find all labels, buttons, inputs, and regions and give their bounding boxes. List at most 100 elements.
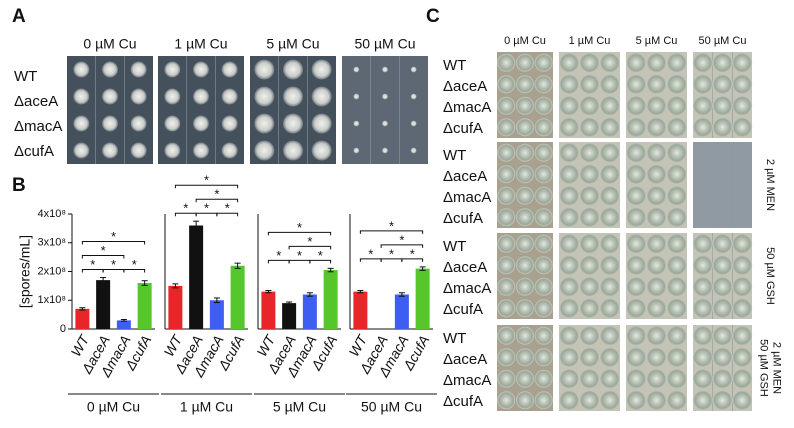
row-label: ΔcufA xyxy=(443,393,483,410)
colony xyxy=(646,52,667,73)
condition-label: 2 µM MEN xyxy=(771,342,783,394)
colony xyxy=(626,347,647,368)
colony xyxy=(666,185,687,206)
significance-star: * xyxy=(276,248,281,263)
panel-title: 50 µM Cu xyxy=(361,399,422,415)
colony xyxy=(626,298,647,319)
colony xyxy=(599,325,620,346)
error-bar xyxy=(234,262,241,269)
colony xyxy=(73,115,90,132)
bar xyxy=(353,291,368,329)
colony xyxy=(559,347,580,368)
colony xyxy=(497,299,516,318)
row-label: ΔmacA xyxy=(443,372,491,389)
colony xyxy=(534,53,553,72)
colony xyxy=(534,186,553,205)
colony xyxy=(516,165,534,184)
colony xyxy=(579,185,600,206)
colony xyxy=(692,52,713,73)
significance-star: * xyxy=(204,201,209,216)
colony xyxy=(692,255,713,276)
bar xyxy=(116,320,131,329)
bar xyxy=(137,283,152,329)
colony xyxy=(692,368,713,389)
colony xyxy=(130,61,147,78)
colony xyxy=(666,325,687,346)
colony xyxy=(646,390,667,411)
y-tick-label: 4x10⁸ xyxy=(38,208,67,220)
colony xyxy=(579,347,600,368)
colony xyxy=(516,326,534,345)
colony xyxy=(579,74,600,95)
colony xyxy=(646,207,667,228)
bar xyxy=(75,308,90,329)
colony xyxy=(646,255,667,276)
colony xyxy=(626,117,647,138)
colony xyxy=(666,142,687,163)
colony xyxy=(712,298,733,319)
colony xyxy=(73,88,90,105)
colony xyxy=(579,390,600,411)
colony xyxy=(732,276,753,297)
row-label: WT xyxy=(14,68,37,85)
row-label: WT xyxy=(443,238,466,255)
colony xyxy=(353,93,360,100)
significance-bracket xyxy=(309,259,332,264)
column-header: 5 µM Cu xyxy=(266,36,319,52)
significance-star: * xyxy=(399,232,404,247)
colony xyxy=(534,234,553,253)
colony xyxy=(497,277,516,296)
colony xyxy=(692,390,713,411)
colony xyxy=(353,66,360,73)
bar xyxy=(189,225,204,329)
colony xyxy=(559,368,580,389)
plate-photo xyxy=(497,325,553,411)
significance-bracket xyxy=(267,231,332,236)
colony xyxy=(626,325,647,346)
colony xyxy=(712,347,733,368)
bar xyxy=(394,294,409,329)
colony xyxy=(559,207,580,228)
colony xyxy=(516,75,534,94)
colony xyxy=(646,117,667,138)
significance-bracket xyxy=(401,258,424,262)
colony xyxy=(559,276,580,297)
colony xyxy=(666,117,687,138)
colony xyxy=(579,233,600,254)
panel-title: 1 µM Cu xyxy=(180,399,233,415)
colony xyxy=(579,117,600,138)
column-header: 0 µM Cu xyxy=(83,36,136,52)
colony xyxy=(559,142,580,163)
error-bar xyxy=(100,277,107,284)
colony xyxy=(666,233,687,254)
colony xyxy=(534,118,553,137)
colony xyxy=(221,61,238,78)
colony xyxy=(516,143,534,162)
colony xyxy=(692,325,713,346)
plate-photo xyxy=(497,233,553,319)
row-label: ΔaceA xyxy=(443,168,487,185)
colony xyxy=(193,115,209,132)
plate-photo xyxy=(692,52,753,138)
plate-background xyxy=(693,142,752,228)
colony xyxy=(311,59,332,80)
error-bar xyxy=(357,289,364,294)
plate-photo xyxy=(626,325,687,411)
colony xyxy=(516,277,534,296)
colony xyxy=(497,234,516,253)
colony xyxy=(646,276,667,297)
colony xyxy=(193,88,209,105)
colony xyxy=(353,120,360,127)
plate-photo xyxy=(626,52,687,138)
colony xyxy=(626,276,647,297)
colony xyxy=(579,276,600,297)
bar xyxy=(302,294,317,329)
row-label: ΔcufA xyxy=(443,120,483,137)
column-header: 50 µM Cu xyxy=(699,35,747,47)
significance-star: * xyxy=(389,246,394,261)
error-bar xyxy=(265,289,272,294)
colony xyxy=(193,61,209,78)
significance-star: * xyxy=(297,220,302,235)
significance-star: * xyxy=(318,248,323,263)
